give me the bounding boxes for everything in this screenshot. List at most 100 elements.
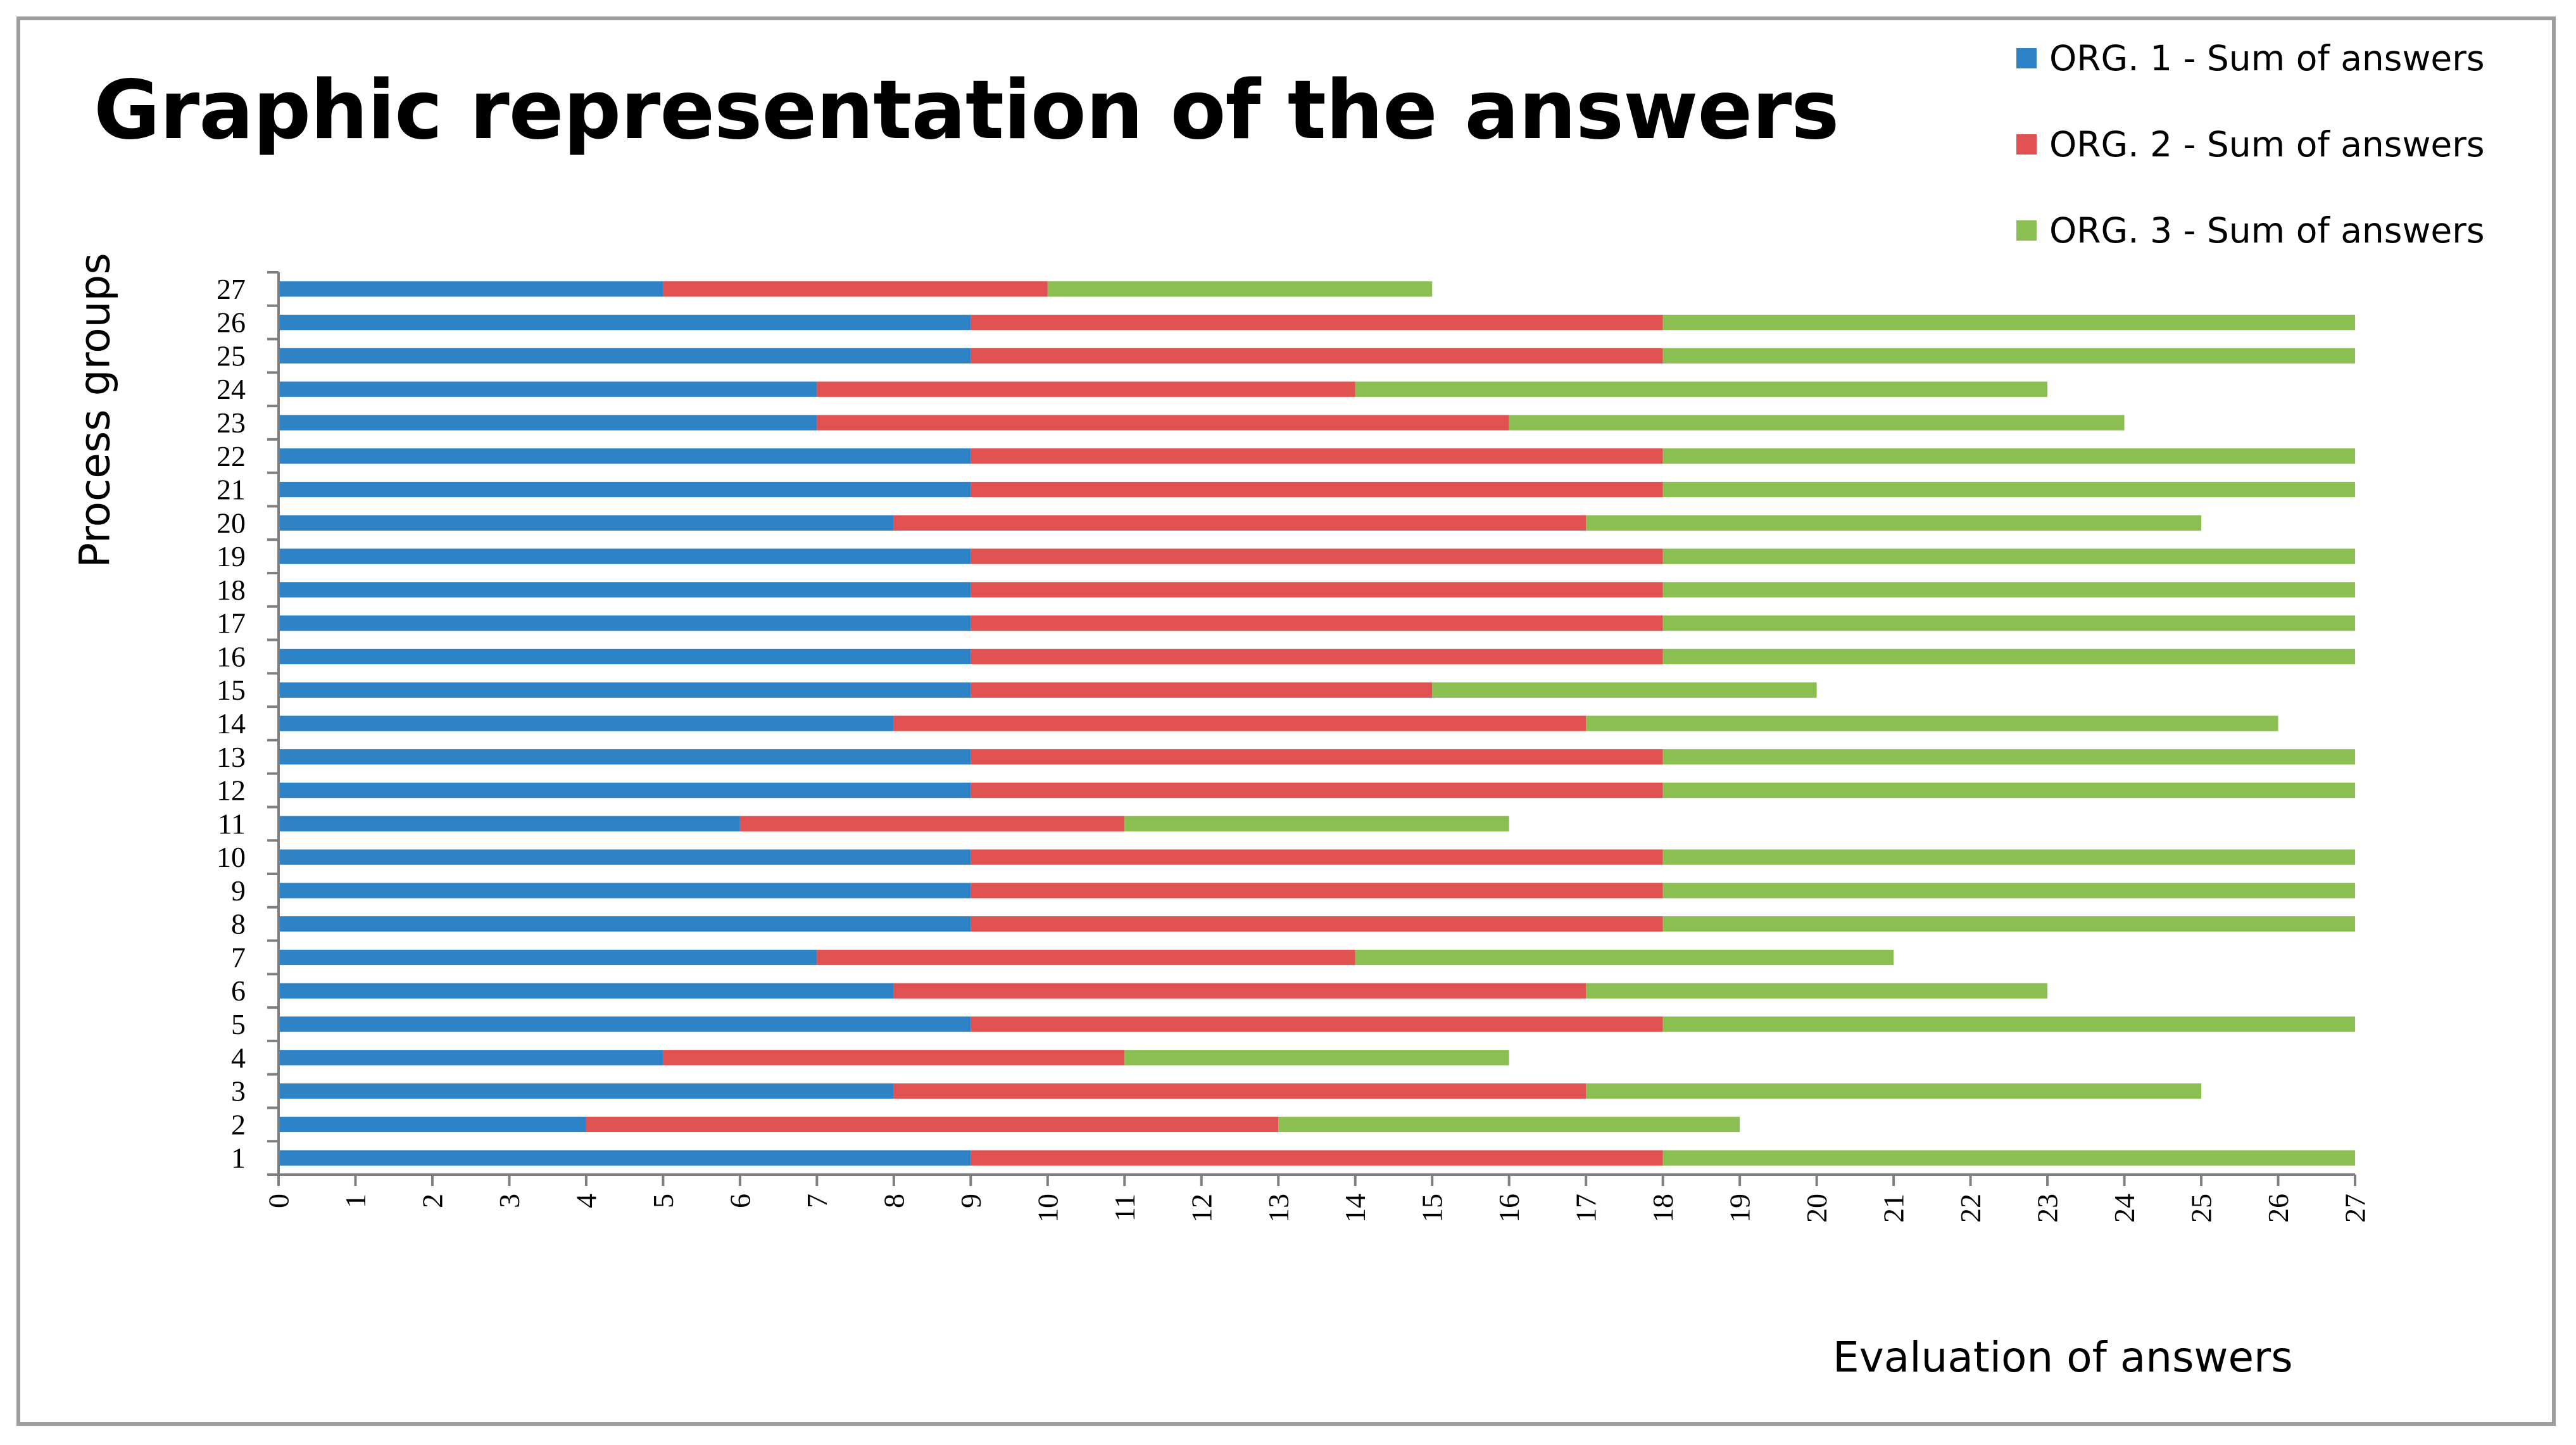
x-tick-label: 4: [570, 1194, 602, 1208]
bar-series3-group-21: [1662, 481, 2355, 498]
bar-series1-group-7: [279, 949, 817, 966]
bar-series3-group-19: [1662, 548, 2355, 564]
x-tick-label: 3: [493, 1194, 525, 1208]
bar-series3-group-4: [1124, 1050, 1509, 1066]
legend-swatch: [2016, 220, 2037, 241]
x-tick-label: 22: [1954, 1194, 1987, 1223]
y-tick-label: 7: [231, 941, 246, 973]
y-tick-label: 10: [217, 841, 246, 873]
y-tick-label: 18: [217, 574, 246, 606]
bar-series1-group-2: [279, 1116, 586, 1132]
bar-series1-group-21: [279, 481, 971, 498]
x-tick-label: 10: [1031, 1194, 1064, 1223]
bar-series1-group-12: [279, 782, 971, 798]
y-tick-label: 24: [217, 373, 246, 405]
bar-series1-group-15: [279, 682, 971, 698]
x-tick-label: 19: [1724, 1194, 1756, 1223]
x-tick-label: 11: [1109, 1194, 1141, 1221]
bar-series1-group-4: [279, 1050, 663, 1066]
bar-series2-group-9: [971, 883, 1663, 899]
y-tick-label: 4: [231, 1042, 246, 1074]
bar-series1-group-22: [279, 448, 971, 464]
bar-series1-group-14: [279, 716, 894, 731]
bar-series1-group-27: [279, 281, 663, 297]
y-tick-label: 17: [217, 607, 246, 640]
y-tick-label: 15: [217, 674, 246, 706]
x-tick-label: 25: [2185, 1194, 2218, 1223]
x-tick-label: 13: [1262, 1194, 1295, 1223]
bar-series3-group-23: [1509, 415, 2125, 431]
y-tick-label: 11: [218, 807, 246, 840]
y-tick-label: 25: [217, 339, 246, 372]
bar-series3-group-17: [1662, 615, 2355, 631]
x-tick-label: 16: [1493, 1194, 1525, 1223]
x-tick-label: 0: [263, 1194, 295, 1208]
bar-series1-group-13: [279, 749, 971, 765]
y-tick-label: 1: [231, 1142, 246, 1174]
bar-series2-group-4: [663, 1050, 1125, 1066]
bar-series3-group-27: [1047, 281, 1433, 297]
y-tick-label: 9: [231, 874, 246, 907]
bar-series1-group-24: [279, 381, 817, 397]
bar-series3-group-26: [1662, 315, 2355, 331]
x-tick-label: 27: [2339, 1194, 2372, 1223]
bar-series3-group-16: [1662, 648, 2355, 665]
bar-series1-group-23: [279, 415, 817, 431]
y-tick-label: 27: [217, 273, 246, 305]
bar-series2-group-25: [971, 348, 1663, 364]
bar-series1-group-9: [279, 883, 971, 899]
bar-series2-group-23: [817, 415, 1509, 431]
bar-series1-group-3: [279, 1083, 894, 1099]
legend-label: ORG. 1 - Sum of answers: [2049, 38, 2485, 79]
x-tick-label: 8: [877, 1194, 910, 1208]
bar-series1-group-26: [279, 315, 971, 331]
bar-series2-group-19: [971, 548, 1663, 564]
legend-swatch: [2016, 48, 2037, 68]
bar-series2-group-6: [893, 983, 1586, 999]
legend-label: ORG. 2 - Sum of answers: [2049, 124, 2485, 165]
bar-series1-group-11: [279, 816, 740, 831]
y-tick-label: 3: [231, 1075, 246, 1107]
bar-series2-group-13: [971, 749, 1663, 765]
bar-series2-group-10: [971, 849, 1663, 865]
bar-series2-group-20: [893, 515, 1586, 531]
bar-series1-group-20: [279, 515, 894, 531]
bar-series1-group-1: [279, 1150, 971, 1166]
bar-series3-group-2: [1278, 1116, 1740, 1132]
bar-series3-group-3: [1586, 1083, 2202, 1099]
bar-series2-group-24: [817, 381, 1355, 397]
bar-series3-group-1: [1662, 1150, 2355, 1166]
bar-series3-group-6: [1586, 983, 2048, 999]
bar-series1-group-25: [279, 348, 971, 364]
bar-series3-group-7: [1355, 949, 1894, 966]
bar-series3-group-24: [1355, 381, 2048, 397]
bar-series1-group-6: [279, 983, 894, 999]
y-tick-label: 22: [217, 440, 246, 472]
y-tick-label: 19: [217, 540, 246, 572]
bar-series3-group-9: [1662, 883, 2355, 899]
x-tick-label: 1: [339, 1194, 372, 1208]
x-tick-label: 24: [2108, 1194, 2140, 1223]
x-tick-label: 26: [2262, 1194, 2294, 1223]
bar-series3-group-5: [1662, 1016, 2355, 1032]
y-tick-label: 5: [231, 1008, 246, 1040]
bar-series2-group-21: [971, 481, 1663, 498]
x-tick-label: 5: [647, 1194, 679, 1208]
y-tick-label: 14: [217, 707, 246, 740]
legend-label: ORG. 3 - Sum of answers: [2049, 210, 2485, 251]
bar-series2-group-14: [893, 716, 1586, 731]
bar-series2-group-11: [739, 816, 1125, 831]
bar-series2-group-18: [971, 582, 1663, 598]
x-tick-label: 17: [1570, 1194, 1602, 1223]
bar-series1-group-8: [279, 916, 971, 932]
bar-series2-group-27: [663, 281, 1048, 297]
bar-series2-group-26: [971, 315, 1663, 331]
bar-series3-group-22: [1662, 448, 2355, 464]
y-tick-label: 13: [217, 741, 246, 773]
bar-series2-group-17: [971, 615, 1663, 631]
bar-series3-group-10: [1662, 849, 2355, 865]
bar-series2-group-3: [893, 1083, 1586, 1099]
bar-series3-group-8: [1662, 916, 2355, 932]
y-tick-label: 26: [217, 306, 246, 339]
